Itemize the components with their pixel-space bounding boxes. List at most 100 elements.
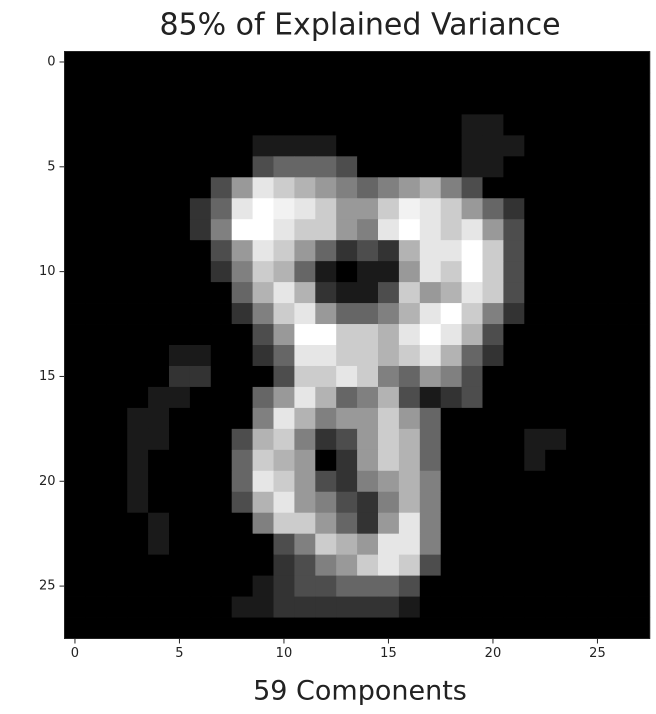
pixel xyxy=(169,533,191,556)
pixel xyxy=(64,449,86,472)
pixel xyxy=(357,114,379,136)
pixel xyxy=(169,114,191,136)
pixel xyxy=(148,324,170,346)
pixel xyxy=(628,177,651,199)
pixel xyxy=(378,365,400,388)
pixel xyxy=(85,596,107,618)
pixel xyxy=(419,617,442,639)
pixel xyxy=(169,72,191,94)
pixel xyxy=(587,51,609,73)
pixel xyxy=(169,198,191,220)
pixel xyxy=(607,240,630,262)
pixel xyxy=(628,512,651,535)
pixel xyxy=(566,365,588,388)
pixel xyxy=(294,303,316,325)
pixel xyxy=(440,554,462,577)
pixel xyxy=(169,240,191,262)
pixel xyxy=(189,303,212,325)
pixel xyxy=(628,114,651,136)
pixel xyxy=(127,198,149,220)
pixel xyxy=(127,491,149,514)
pixel xyxy=(482,93,504,115)
pixel xyxy=(85,491,107,514)
pixel xyxy=(545,324,567,346)
pixel xyxy=(252,554,274,577)
pixel xyxy=(503,72,525,94)
pixel xyxy=(85,303,107,325)
pixel xyxy=(607,533,630,556)
pixel xyxy=(273,72,295,94)
pixel xyxy=(106,449,128,472)
pixel xyxy=(607,554,630,577)
pixel xyxy=(85,575,107,597)
pixel xyxy=(545,261,567,283)
pixel xyxy=(315,93,337,115)
pixel xyxy=(378,198,400,220)
pixel xyxy=(210,596,233,618)
pixel xyxy=(252,219,274,241)
pixel xyxy=(85,135,107,157)
pixel xyxy=(189,512,212,535)
pixel xyxy=(503,386,525,409)
pixel xyxy=(607,512,630,535)
x-tick-label: 20 xyxy=(485,646,502,661)
pixel xyxy=(628,575,651,597)
pixel xyxy=(398,51,421,73)
pixel xyxy=(315,554,337,577)
pixel xyxy=(440,51,462,73)
pixel xyxy=(357,93,379,115)
pixel xyxy=(419,261,442,283)
pixel xyxy=(628,240,651,262)
pixel xyxy=(148,617,170,639)
pixel xyxy=(524,156,546,178)
pixel xyxy=(148,533,170,556)
pixel xyxy=(461,365,483,388)
pixel xyxy=(106,407,128,430)
pixel xyxy=(252,617,274,639)
pixel xyxy=(628,554,651,577)
pixel xyxy=(419,240,442,262)
pixel xyxy=(524,324,546,346)
pixel xyxy=(607,261,630,283)
pixel xyxy=(398,428,421,451)
pixel xyxy=(482,617,504,639)
pixel xyxy=(628,324,651,346)
pixel xyxy=(545,345,567,367)
pixel xyxy=(419,407,442,430)
pixel xyxy=(378,491,400,514)
pixel xyxy=(482,156,504,178)
pixel xyxy=(566,303,588,325)
pixel xyxy=(315,512,337,535)
pixel xyxy=(231,512,253,535)
pixel xyxy=(482,261,504,283)
pixel xyxy=(503,533,525,556)
pixel xyxy=(440,617,462,639)
pixel xyxy=(398,365,421,388)
pixel xyxy=(419,449,442,472)
pixel xyxy=(419,596,442,618)
pixel xyxy=(294,72,316,94)
pixel xyxy=(440,470,462,493)
pixel xyxy=(127,240,149,262)
pixel xyxy=(482,324,504,346)
pixel xyxy=(294,240,316,262)
pixel xyxy=(357,575,379,597)
pixel xyxy=(524,533,546,556)
pixel xyxy=(357,198,379,220)
pixel xyxy=(127,114,149,136)
pixel xyxy=(106,156,128,178)
pixel xyxy=(398,491,421,514)
pixel xyxy=(440,198,462,220)
pixel xyxy=(85,617,107,639)
pixel xyxy=(148,114,170,136)
pixel xyxy=(106,219,128,241)
pixel xyxy=(315,470,337,493)
pixel xyxy=(378,470,400,493)
pixel xyxy=(607,470,630,493)
pixel xyxy=(273,261,295,283)
pixel xyxy=(628,365,651,388)
pixel xyxy=(252,470,274,493)
pixel xyxy=(231,303,253,325)
pixel xyxy=(252,240,274,262)
pixel xyxy=(524,512,546,535)
